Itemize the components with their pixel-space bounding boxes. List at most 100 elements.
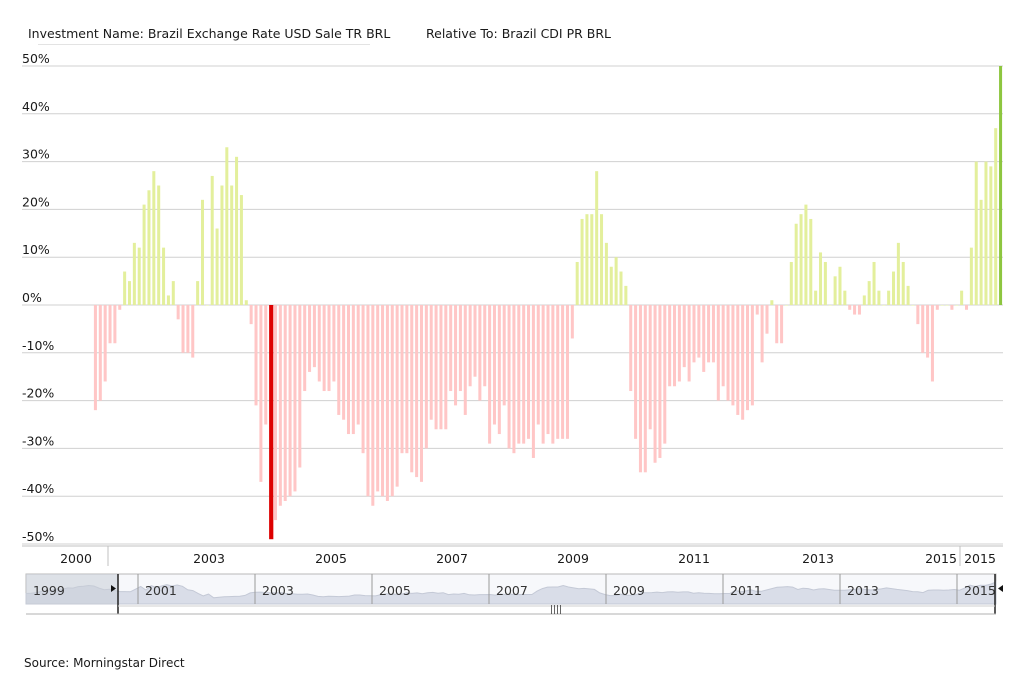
bar (497, 305, 501, 435)
bar (565, 305, 569, 439)
bar (595, 171, 599, 305)
bar (600, 214, 604, 305)
x-tick-label: 2003 (193, 551, 225, 566)
bar (298, 305, 302, 468)
bar (137, 247, 141, 305)
bar (308, 305, 312, 372)
x-tick-label: 2011 (678, 551, 710, 566)
bar (964, 305, 969, 310)
bar (940, 305, 944, 306)
bar (634, 305, 638, 439)
bar (200, 199, 205, 305)
bar (113, 305, 117, 344)
bar (653, 305, 657, 463)
header-divider (38, 44, 371, 45)
bar (950, 305, 954, 310)
bar (103, 305, 107, 382)
bar (619, 271, 623, 305)
y-tick-label: 10% (22, 242, 50, 257)
bar (220, 185, 224, 305)
navigator-label: 2001 (145, 583, 177, 598)
bar (278, 305, 282, 506)
bar (390, 305, 394, 497)
bar (921, 305, 925, 353)
bar (444, 305, 448, 430)
bar (848, 305, 852, 310)
bar (716, 305, 720, 401)
bar (522, 305, 526, 444)
bar (561, 305, 565, 439)
bar (230, 185, 234, 305)
bar (332, 305, 336, 382)
bar (327, 305, 331, 392)
bar (424, 305, 428, 449)
bar (609, 266, 613, 305)
bar (123, 271, 127, 305)
bar (556, 305, 560, 439)
bar (765, 305, 769, 334)
bar (132, 242, 136, 305)
bar (483, 305, 487, 387)
y-tick-label: 40% (22, 99, 50, 114)
bar-series (93, 66, 1003, 540)
bar (162, 247, 166, 305)
bar (439, 305, 443, 430)
chart-header: Investment Name: Brazil Exchange Rate US… (28, 26, 611, 45)
bar (322, 305, 326, 392)
x-tick-label: 2000 (60, 551, 92, 566)
bar (235, 156, 239, 305)
bar (118, 305, 122, 310)
bar (746, 305, 750, 411)
x-tick-label: 2009 (557, 551, 589, 566)
y-tick-label: 50% (22, 51, 50, 66)
bar (210, 175, 214, 305)
bar (648, 305, 652, 430)
bar (760, 305, 764, 363)
bar (750, 305, 754, 406)
bar (741, 305, 745, 420)
bar (638, 305, 642, 473)
y-tick-label: -50% (22, 529, 54, 544)
y-axis-ticks: 50% 40% 30% 20% 10% 0% -10% -20% -30% -40% -50% (22, 51, 54, 544)
bar (721, 305, 725, 387)
bar (877, 290, 881, 305)
bar (857, 305, 861, 315)
y-tick-label: -20% (22, 386, 54, 401)
bar (580, 218, 584, 305)
bar (711, 305, 715, 363)
bar (225, 147, 229, 305)
investment-name: Investment Name: Brazil Exchange Rate US… (28, 26, 391, 41)
bar (492, 305, 496, 425)
navigator-label: 2003 (262, 583, 294, 598)
bar (794, 223, 798, 305)
range-navigator[interactable]: 1999 2001 2003 2005 2007 2009 2011 2013 2015 |||| (25, 573, 1003, 615)
bar (454, 305, 458, 406)
y-tick-label: 0% (22, 290, 42, 305)
navigator-grip-icon: |||| (550, 605, 562, 615)
navigator-label: 2011 (730, 583, 762, 598)
bar (862, 295, 866, 305)
navigator-label: 2013 (847, 583, 879, 598)
bar (974, 161, 978, 305)
bar (784, 305, 788, 306)
navigator-label: 2007 (496, 583, 528, 598)
bar (736, 305, 740, 415)
bar (371, 305, 375, 506)
bar (517, 305, 521, 444)
bar (317, 305, 321, 382)
bar (366, 305, 370, 497)
bar (434, 305, 438, 430)
bar (916, 305, 920, 325)
bar (152, 171, 156, 305)
bar (541, 305, 545, 444)
bar (312, 305, 316, 368)
bar (843, 290, 847, 305)
bar (410, 305, 414, 473)
bar (906, 285, 910, 305)
bar (770, 300, 774, 305)
bar (775, 305, 779, 344)
bar (687, 305, 691, 382)
bar (288, 305, 292, 497)
bar (293, 305, 297, 492)
